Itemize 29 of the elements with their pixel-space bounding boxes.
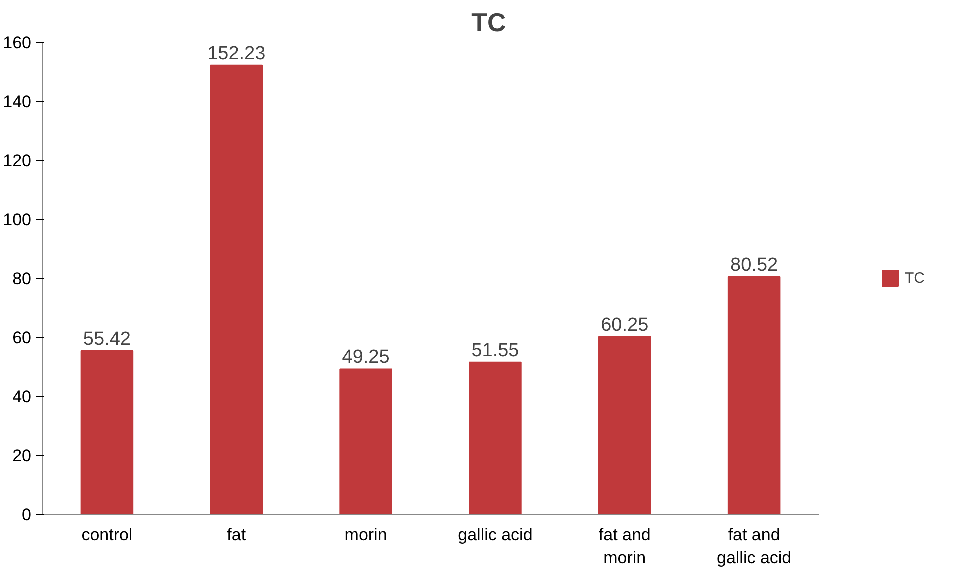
- x-tick-label: morin: [344, 526, 388, 544]
- bar: [80, 350, 134, 514]
- bar: [210, 64, 264, 514]
- y-tick-label: 120: [3, 152, 32, 170]
- x-tick-label: fat: [227, 526, 246, 544]
- y-tick-label: 80: [12, 270, 32, 288]
- data-label: 60.25: [601, 314, 649, 336]
- x-tick-label: gallic acid: [458, 526, 533, 544]
- bar: [340, 368, 392, 514]
- y-tick-label: 20: [12, 446, 32, 466]
- y-tick-label: 40: [12, 388, 32, 406]
- x-tick-label: fat and morin: [598, 526, 651, 568]
- x-tick-label: fat and gallic acid: [716, 526, 792, 568]
- bar: [728, 276, 781, 514]
- y-tick-label: 60: [12, 328, 32, 348]
- legend-label: TC: [905, 270, 925, 286]
- y-tick-label: 140: [3, 92, 32, 112]
- x-tick-label: control: [82, 526, 133, 544]
- data-label: 152.23: [208, 43, 266, 64]
- data-label: 51.55: [472, 340, 520, 362]
- bar: [598, 336, 652, 514]
- data-label: 49.25: [342, 347, 390, 368]
- data-label: 55.42: [83, 329, 131, 350]
- chart-title: TC: [472, 8, 507, 38]
- y-tick-label: 0: [22, 506, 32, 524]
- data-label: 80.52: [730, 254, 778, 276]
- bar: [469, 362, 522, 514]
- y-tick-label: 160: [3, 34, 32, 52]
- y-tick-label: 100: [3, 210, 32, 230]
